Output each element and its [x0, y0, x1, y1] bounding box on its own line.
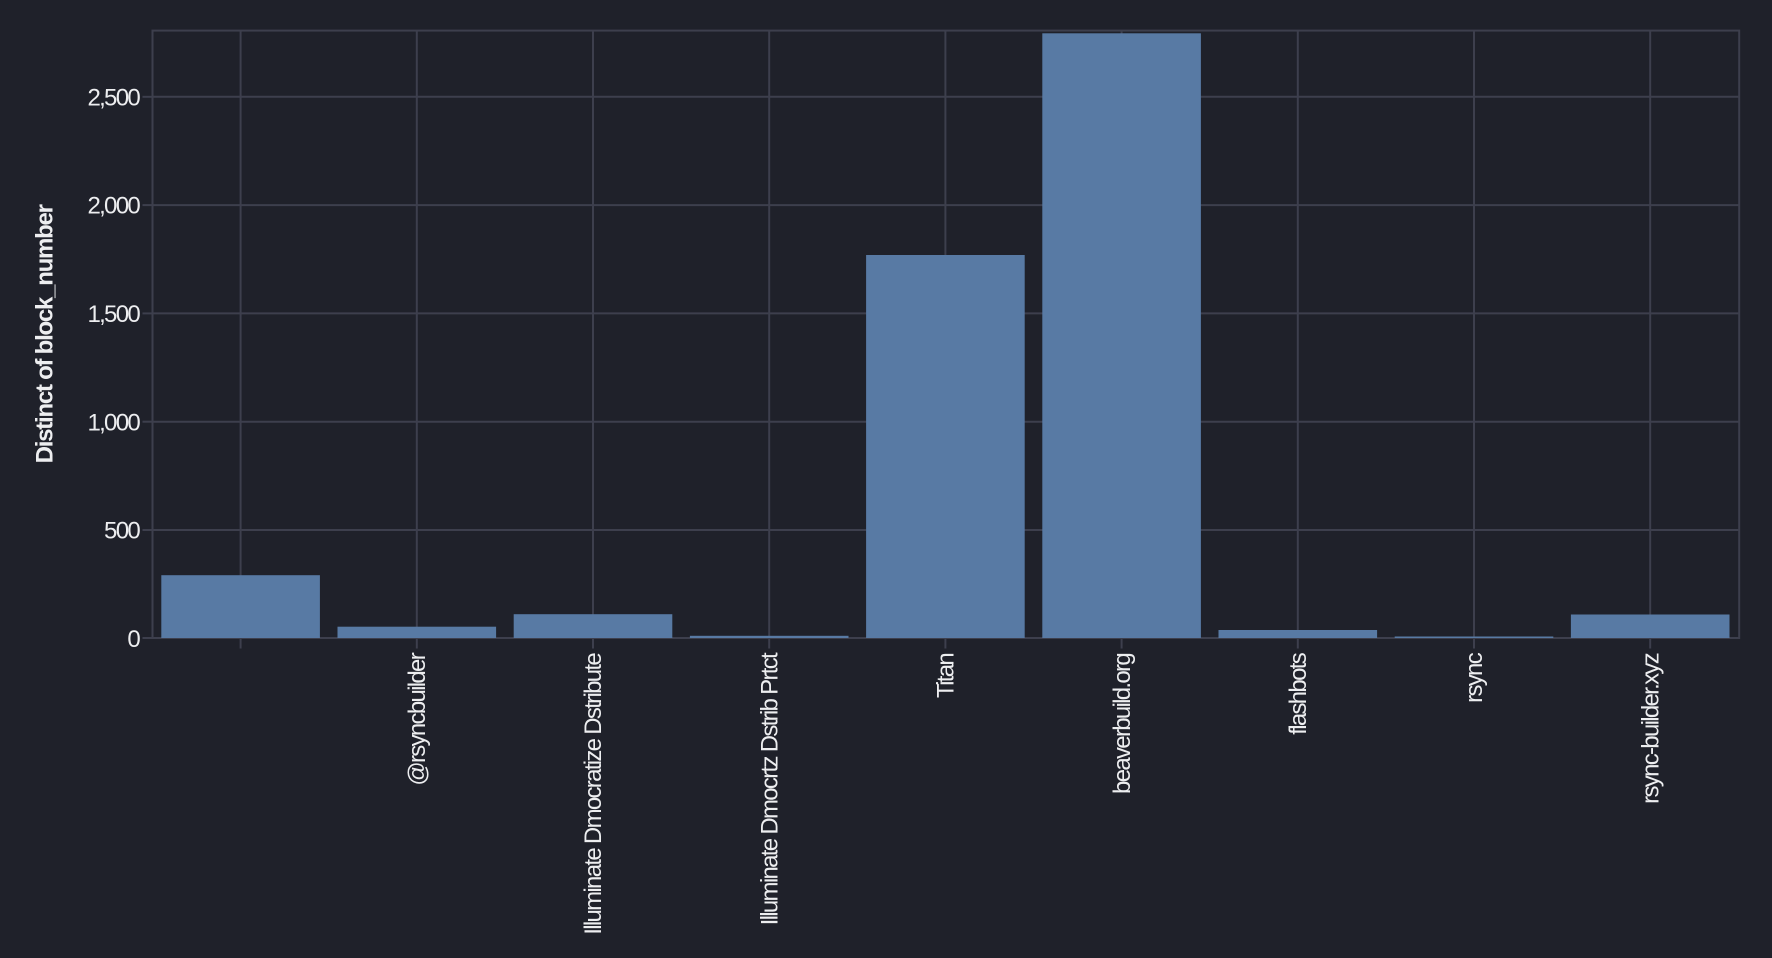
svg-text:beaverbuild.org: beaverbuild.org	[1109, 654, 1136, 794]
svg-text:2,000: 2,000	[87, 193, 140, 220]
svg-text:Distinct of block_number: Distinct of block_number	[32, 204, 59, 463]
svg-text:flashbots: flashbots	[1285, 652, 1312, 734]
svg-text:1,500: 1,500	[87, 301, 140, 328]
svg-text:0: 0	[127, 626, 140, 653]
svg-text:Titan: Titan	[933, 654, 960, 698]
svg-text:@rsyncbuilder: @rsyncbuilder	[404, 652, 431, 785]
svg-text:rsync: rsync	[1461, 652, 1488, 703]
svg-text:1,000: 1,000	[87, 409, 140, 436]
svg-text:Illuminate Dmocratize Dstribut: Illuminate Dmocratize Dstribute	[580, 653, 607, 935]
svg-text:Illuminate Dmocrtz Dstrib Prtc: Illuminate Dmocrtz Dstrib Prtct	[756, 652, 783, 925]
svg-text:500: 500	[104, 518, 140, 545]
svg-text:rsync-builder.xyz: rsync-builder.xyz	[1637, 653, 1664, 804]
svg-text:2,500: 2,500	[87, 84, 140, 111]
